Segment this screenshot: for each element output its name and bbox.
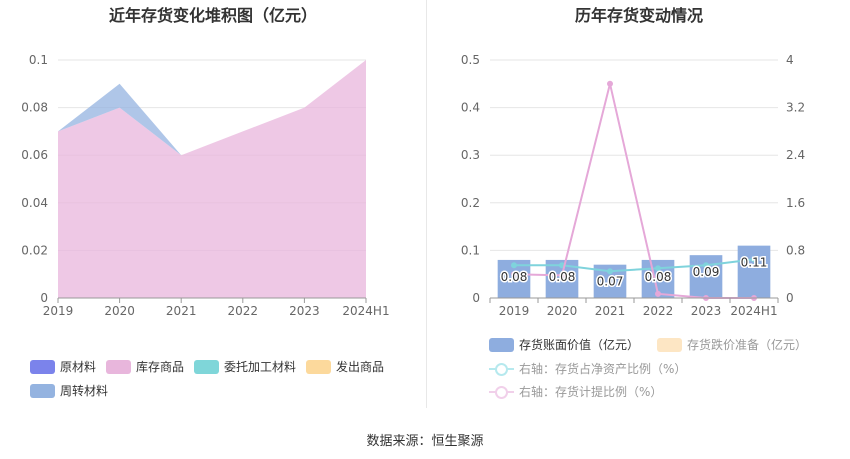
legend-shipped-goods[interactable]: 发出商品 xyxy=(306,358,384,375)
y2-tick-label: 2.4 xyxy=(786,148,805,162)
y2-tick-label: 0.8 xyxy=(786,243,805,257)
legend-swatch-shipped-goods xyxy=(306,359,332,374)
stacked-area-panel: 近年存货变化堆积图（亿元） 0 0.02 0.04 0.06 0.08 0.1 2019 20… xyxy=(0,0,426,410)
y-tick-label: 0 xyxy=(40,291,48,305)
x-tick-label: 2024H1 xyxy=(342,304,389,318)
y-tick-label: 0.06 xyxy=(21,148,48,162)
line-point-1 xyxy=(655,290,661,297)
legend-swatch-book-value xyxy=(489,337,514,352)
x-tick-label: 2020 xyxy=(104,304,135,318)
area-chart-svg: 0 0.02 0.04 0.06 0.08 0.1 2019 2020 2021 2022 2023… xyxy=(21,53,389,318)
legend-label-consigned-processing: 委托加工材料 xyxy=(224,360,297,374)
bar-value-label: 0.08 xyxy=(501,270,528,284)
y-tick-label: 0.04 xyxy=(21,196,48,210)
bar-value-label: 0.09 xyxy=(693,265,720,279)
legend-label-inventory-goods: 库存商品 xyxy=(136,360,185,374)
bar-value-label: 0.07 xyxy=(597,275,624,289)
line-point-1 xyxy=(559,272,565,279)
bar-value-label: 0.08 xyxy=(549,270,576,284)
x-tick-label: 2021 xyxy=(595,304,626,318)
x-tick-label: 2022 xyxy=(643,304,674,318)
area-legend-row-1: 原材料 库存商品 委托加工材料 发出商品 xyxy=(30,358,394,375)
inventory-change-panel: 历年存货变动情况 0 0.1 0.2 0.3 0.4 0.5 0 0.8 1.6 2.4 3.2 4 0… xyxy=(428,0,850,410)
y-tick-label: 0.5 xyxy=(461,53,480,67)
line-point-1 xyxy=(607,80,613,87)
legend-inventory-goods[interactable]: 库存商品 xyxy=(106,358,184,375)
panel-divider xyxy=(426,0,427,408)
legend-consigned-processing[interactable]: 委托加工材料 xyxy=(194,358,296,375)
bar-value-label: 0.11 xyxy=(741,256,768,270)
legend-book-value[interactable]: 存货账面价值（亿元） xyxy=(489,336,639,353)
legend-net-asset-ratio[interactable]: 右轴：存货占净资产比例（%） xyxy=(489,360,686,377)
line-point-0 xyxy=(607,268,613,275)
bar-legend-row-2: 右轴：存货占净资产比例（%） xyxy=(489,360,696,377)
legend-label-turnover-material: 周转材料 xyxy=(60,384,109,398)
x-tick-label: 2023 xyxy=(289,304,320,318)
bar-legend-row-1: 存货账面价值（亿元） 存货跌价准备（亿元） xyxy=(489,336,817,353)
y-tick-label: 0.2 xyxy=(461,196,480,210)
line-series-0 xyxy=(514,258,755,273)
legend-impairment[interactable]: 存货跌价准备（亿元） xyxy=(657,336,807,353)
legend-swatch-net-asset-ratio xyxy=(489,362,514,376)
legend-label-impairment: 存货跌价准备（亿元） xyxy=(687,338,808,352)
legend-label-raw-material: 原材料 xyxy=(60,360,97,374)
y2-tick-label: 3.2 xyxy=(786,101,805,115)
legend-raw-material[interactable]: 原材料 xyxy=(30,358,96,375)
line-point-0 xyxy=(655,265,661,272)
x-tick-label: 2022 xyxy=(228,304,259,318)
line-point-0 xyxy=(703,262,709,269)
y2-tick-label: 0 xyxy=(786,291,794,305)
bar-legend-row-3: 右轴：存货计提比例（%） xyxy=(489,383,672,400)
y2-tick-label: 4 xyxy=(786,53,794,67)
legend-label-shipped-goods: 发出商品 xyxy=(336,360,385,374)
bar-chart-title: 历年存货变动情况 xyxy=(574,6,703,25)
legend-swatch-consigned-processing xyxy=(194,359,220,374)
y-tick-label: 0.3 xyxy=(461,148,480,162)
area-series-4 xyxy=(58,60,366,156)
legend-label-net-asset-ratio: 右轴：存货占净资产比例（%） xyxy=(519,362,687,376)
line-point-0 xyxy=(511,262,517,269)
x-tick-label: 2020 xyxy=(547,304,578,318)
x-tick-label: 2021 xyxy=(166,304,197,318)
y-tick-label: 0.02 xyxy=(21,243,48,257)
legend-swatch-impairment xyxy=(657,337,683,352)
x-tick-label: 2019 xyxy=(43,304,74,318)
y-tick-label: 0.1 xyxy=(29,53,48,67)
area-chart-title: 近年存货变化堆积图（亿元） xyxy=(108,6,317,25)
y2-tick-label: 1.6 xyxy=(786,196,805,210)
area-legend-row-2: 周转材料 xyxy=(30,382,118,399)
y-tick-label: 0.4 xyxy=(461,101,480,115)
line-point-1 xyxy=(511,271,517,278)
y-tick-label: 0.08 xyxy=(21,101,48,115)
legend-swatch-provision-ratio xyxy=(489,385,514,399)
y-tick-label: 0.1 xyxy=(461,243,480,257)
bar-book-value xyxy=(737,245,771,298)
x-tick-label: 2019 xyxy=(499,304,530,318)
legend-provision-ratio[interactable]: 右轴：存货计提比例（%） xyxy=(489,383,662,400)
legend-swatch-raw-material xyxy=(30,359,55,374)
legend-label-book-value: 存货账面价值（亿元） xyxy=(519,338,640,352)
line-point-0 xyxy=(751,256,757,263)
x-tick-label: 2024H1 xyxy=(730,304,777,318)
x-tick-label: 2023 xyxy=(691,304,722,318)
y-tick-label: 0 xyxy=(472,291,480,305)
legend-label-provision-ratio: 右轴：存货计提比例（%） xyxy=(519,385,663,399)
bar-chart-svg: 0 0.1 0.2 0.3 0.4 0.5 0 0.8 1.6 2.4 3.2 4 0.08 0.08 0.… xyxy=(461,53,805,318)
legend-swatch-inventory-goods xyxy=(106,359,132,374)
legend-swatch-turnover-material xyxy=(30,383,55,398)
legend-turnover-material[interactable]: 周转材料 xyxy=(30,382,108,399)
bar-value-label: 0.08 xyxy=(645,270,672,284)
data-source: 数据来源：恒生聚源 xyxy=(366,434,484,449)
area-series-1 xyxy=(58,60,366,298)
